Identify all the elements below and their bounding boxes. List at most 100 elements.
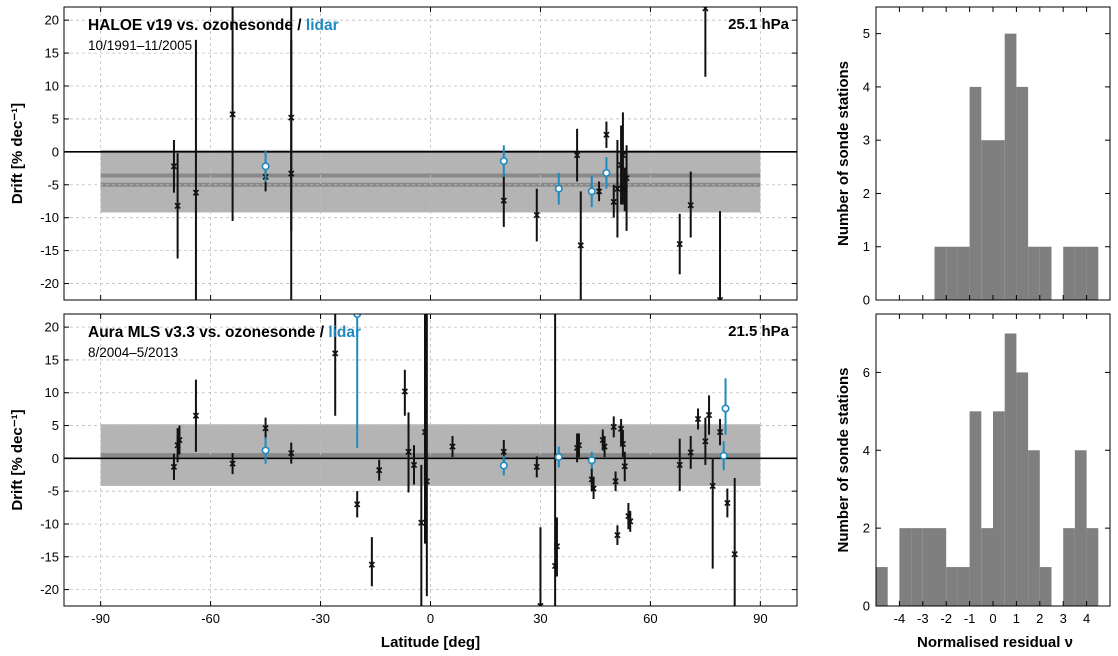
x-axis-label: Latitude [deg] bbox=[381, 634, 480, 651]
sonde-point bbox=[702, 7, 709, 12]
sonde-point bbox=[676, 240, 683, 248]
sonde-point bbox=[716, 428, 724, 436]
title-lidar: lidar bbox=[328, 324, 361, 341]
y-tick-label: 4 bbox=[863, 79, 870, 94]
x-tick-label: 30 bbox=[533, 611, 547, 626]
sonde-point bbox=[614, 531, 621, 539]
y-tick-label: -15 bbox=[40, 549, 59, 564]
y-tick-label: -20 bbox=[40, 582, 59, 597]
sonde-point bbox=[405, 448, 412, 455]
histogram-bar bbox=[1039, 246, 1052, 300]
chart-hist-haloe: 0 1 2 3 4 5 Number of sonde stations bbox=[835, 6, 1111, 308]
histogram-bar bbox=[993, 140, 1005, 300]
histogram-bar bbox=[934, 528, 947, 606]
sonde-point bbox=[731, 550, 738, 558]
y-tick-label: 10 bbox=[45, 385, 59, 400]
chart-hist-mls: 0 2 4 6 -4 -3 -2 -1 0 1 2 3 4 Number of sonde station… bbox=[835, 313, 1111, 651]
sonde-point bbox=[192, 412, 200, 419]
sonde-point bbox=[288, 170, 295, 177]
panel-subtitle: 8/2004–5/2013 bbox=[88, 345, 178, 360]
y-tick-label: 20 bbox=[45, 13, 59, 28]
sonde-point bbox=[229, 460, 236, 467]
x-axis-label: Normalised residual ν bbox=[917, 634, 1073, 651]
y-tick-label: 6 bbox=[863, 365, 870, 380]
y-tick-label: 4 bbox=[863, 443, 870, 458]
y-tick-label: -15 bbox=[40, 243, 59, 258]
x-tick-label: 1 bbox=[1013, 611, 1020, 626]
title-text: Aura MLS v3.3 vs. ozonesonde / bbox=[88, 324, 328, 341]
panel-title: HALOE v19 vs. ozonesonde / lidar bbox=[88, 17, 339, 34]
sonde-point bbox=[603, 131, 610, 138]
y-tick-label: -10 bbox=[40, 210, 59, 225]
sonde-point bbox=[449, 443, 456, 450]
lidar-point bbox=[719, 451, 728, 460]
histogram-bar bbox=[1063, 528, 1075, 606]
x-tick-label: -2 bbox=[940, 611, 952, 626]
data-layer bbox=[170, 7, 724, 300]
histogram-bar bbox=[1028, 246, 1040, 300]
y-axis-label: Number of sonde stations bbox=[835, 367, 852, 552]
histogram-bar bbox=[1004, 33, 1017, 301]
histogram-bar bbox=[946, 246, 958, 300]
sonde-point bbox=[262, 425, 269, 432]
histogram-bar bbox=[1086, 246, 1099, 300]
lidar-point bbox=[602, 168, 611, 177]
histogram-bar bbox=[922, 528, 935, 606]
y-tick-label: 15 bbox=[45, 46, 59, 61]
sonde-point bbox=[705, 411, 713, 419]
sonde-point bbox=[687, 449, 694, 456]
sonde-point bbox=[192, 189, 200, 196]
histogram-bar bbox=[876, 567, 888, 606]
x-tick-label: 90 bbox=[753, 611, 767, 626]
lidar-point bbox=[587, 187, 596, 196]
x-tick-label: 0 bbox=[989, 611, 996, 626]
sonde-point bbox=[533, 463, 540, 471]
y-tick-label: 5 bbox=[863, 26, 870, 41]
lidar-point bbox=[499, 461, 508, 470]
histogram-bar bbox=[1016, 86, 1029, 300]
histogram-bar bbox=[1086, 528, 1099, 606]
histogram-bar bbox=[1074, 246, 1087, 300]
histogram-bar bbox=[1039, 567, 1052, 606]
lidar-point bbox=[554, 453, 563, 462]
chart-drift-haloe: -20 -15 -10 -5 0 5 10 15 20 HALOE v19 vs. ozoneso… bbox=[9, 6, 798, 301]
sonde-point bbox=[623, 175, 630, 182]
x-tick-label: 4 bbox=[1083, 611, 1090, 626]
y-tick-label: -5 bbox=[47, 177, 59, 192]
x-tick-label: -4 bbox=[894, 611, 906, 626]
lidar-point bbox=[554, 184, 563, 193]
sonde-point bbox=[418, 519, 425, 526]
y-tick-label: 15 bbox=[45, 352, 59, 367]
data-layer bbox=[170, 314, 738, 606]
y-tick-label: 20 bbox=[45, 320, 59, 335]
y-tick-label: -20 bbox=[40, 276, 59, 291]
panel-title: Aura MLS v3.3 vs. ozonesonde / lidar bbox=[88, 324, 361, 341]
y-tick-label: 1 bbox=[863, 239, 870, 254]
y-tick-label: 3 bbox=[863, 133, 870, 148]
histogram-bar bbox=[957, 567, 970, 606]
x-tick-label: 2 bbox=[1036, 611, 1043, 626]
sonde-point bbox=[174, 202, 181, 210]
y-tick-label: 10 bbox=[45, 79, 59, 94]
chart-drift-mls: -20 -15 -10 -5 0 5 10 15 20 -90 -60 -30 0 30 60 90 Aura … bbox=[9, 313, 798, 651]
sonde-point bbox=[595, 188, 603, 195]
histogram-bar bbox=[969, 86, 982, 300]
y-tick-label: -5 bbox=[47, 484, 59, 499]
sonde-point bbox=[170, 463, 178, 471]
histogram-bar bbox=[1074, 450, 1087, 606]
y-tick-label: -10 bbox=[40, 516, 59, 531]
sonde-point bbox=[500, 197, 507, 204]
y-tick-label: 2 bbox=[863, 186, 870, 201]
x-tick-label: 60 bbox=[643, 611, 657, 626]
histogram-bar bbox=[981, 528, 993, 606]
sonde-point bbox=[533, 211, 540, 219]
histogram-bar bbox=[946, 567, 958, 606]
lidar-point bbox=[261, 162, 270, 171]
x-tick-label: -60 bbox=[201, 611, 220, 626]
sonde-point bbox=[614, 185, 621, 192]
sonde-point bbox=[553, 543, 561, 550]
sonde-point bbox=[716, 296, 724, 300]
sonde-point bbox=[590, 485, 597, 492]
histogram-bar bbox=[957, 246, 970, 300]
sonde-point bbox=[694, 415, 702, 423]
